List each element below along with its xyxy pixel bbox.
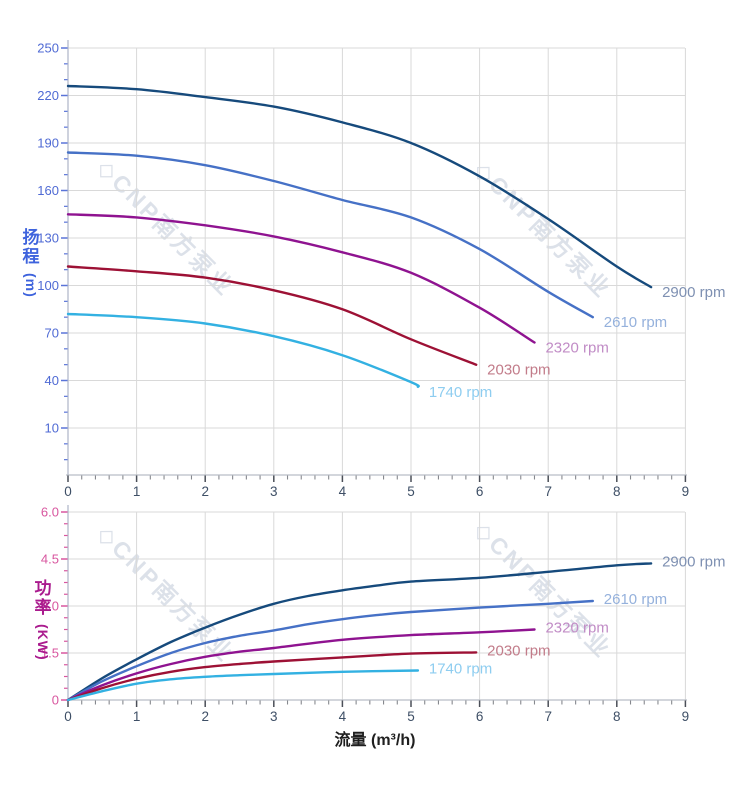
x-tick-label: 1: [133, 484, 141, 499]
curve-1740-rpm: [66, 312, 420, 388]
power-axis-title-char: 功: [34, 579, 52, 598]
x-tick-label: 4: [339, 484, 347, 499]
x-tick-label: 9: [682, 709, 690, 724]
curve-2320-rpm: [66, 628, 536, 702]
curve-label-2610-rpm: 2610 rpm: [604, 591, 667, 608]
y-tick-label: 3.0: [41, 599, 59, 614]
curve-2320-rpm: [66, 213, 536, 344]
curve-2030-rpm: [66, 651, 478, 702]
curve-label-1740-rpm: 1740 rpm: [429, 661, 492, 678]
y-tick-label: 6.0: [41, 505, 59, 520]
x-tick-label: 8: [613, 709, 621, 724]
head-axis-title: 扬 程 (m): [20, 228, 42, 298]
power-axis-title: 功 率 (KW): [32, 579, 54, 661]
y-tick-label: 4.5: [41, 552, 59, 567]
y-tick-label: 70: [45, 326, 59, 341]
x-axis-title: 流量 (m³/h): [334, 732, 416, 749]
curve-label-2030-rpm: 2030 rpm: [487, 362, 550, 379]
curve-2900-rpm: [66, 84, 653, 289]
x-tick-label: 1: [133, 709, 141, 724]
y-tick-label: 40: [45, 373, 59, 388]
x-tick-label: 6: [476, 709, 484, 724]
curve-2610-rpm: [66, 151, 594, 319]
x-tick-label: 0: [64, 484, 72, 499]
curve-2900-rpm: [66, 562, 653, 702]
curve-2610-rpm: [66, 599, 594, 702]
head-axis-unit: (m): [23, 273, 39, 298]
curve-label-2030-rpm: 2030 rpm: [487, 642, 550, 659]
x-tick-label: 5: [407, 709, 415, 724]
x-tick-label: 7: [544, 709, 552, 724]
x-tick-label: 4: [339, 709, 347, 724]
x-tick-label: 0: [64, 709, 72, 724]
curve-2030-rpm: [66, 265, 478, 366]
head-axis-title-char: 扬: [22, 228, 40, 247]
curve-label-2900-rpm: 2900 rpm: [662, 284, 725, 301]
x-tick-label: 6: [476, 484, 484, 499]
y-tick-label: 1.5: [41, 646, 59, 661]
y-tick-label: 10: [45, 421, 59, 436]
y-tick-label: 100: [37, 278, 59, 293]
y-tick-label: 250: [37, 41, 59, 56]
curve-label-1740-rpm: 1740 rpm: [429, 384, 492, 401]
curve-label-2900-rpm: 2900 rpm: [662, 553, 725, 570]
x-tick-label: 2: [201, 709, 209, 724]
power-axis-unit: (KW): [35, 624, 51, 661]
x-tick-label: 8: [613, 484, 621, 499]
y-tick-label: 130: [37, 231, 59, 246]
y-tick-label: 220: [37, 88, 59, 103]
x-tick-label: 9: [682, 484, 690, 499]
y-tick-label: 160: [37, 183, 59, 198]
curve-label-2610-rpm: 2610 rpm: [604, 314, 667, 331]
x-tick-label: 3: [270, 709, 278, 724]
x-tick-label: 3: [270, 484, 278, 499]
curve-1740-rpm: [66, 669, 420, 702]
head-axis-title-char: 程: [22, 247, 40, 266]
power-axis-title-char: 率: [34, 598, 52, 617]
x-tick-label: 2: [201, 484, 209, 499]
curve-label-2320-rpm: 2320 rpm: [545, 340, 608, 357]
y-tick-label: 0: [52, 693, 59, 708]
x-tick-label: 5: [407, 484, 415, 499]
x-tick-label: 7: [544, 484, 552, 499]
curve-label-2320-rpm: 2320 rpm: [545, 620, 608, 637]
y-tick-label: 190: [37, 136, 59, 151]
